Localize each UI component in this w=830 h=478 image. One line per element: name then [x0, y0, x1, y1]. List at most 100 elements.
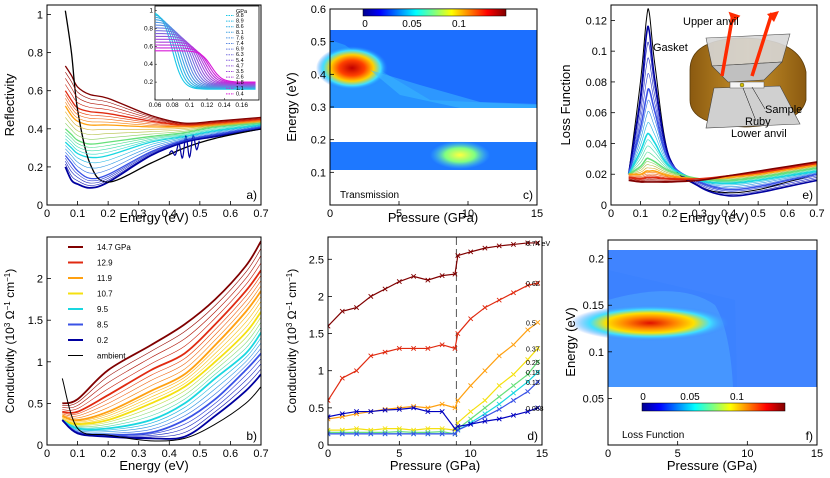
data-point-marker — [468, 409, 474, 415]
conductivity-curve — [61, 373, 261, 440]
x-tick-label: 0.2 — [100, 208, 115, 220]
conductivity-curve-interpolated — [62, 255, 261, 409]
data-point-marker — [411, 273, 417, 279]
legend-label: 12.9 — [97, 259, 113, 268]
y-tick-label: 0.02 — [586, 169, 607, 181]
data-point-marker — [411, 427, 417, 433]
data-point-marker — [382, 286, 388, 292]
panel-d-axes-frame — [327, 236, 543, 446]
panel-a-inset-curves — [155, 12, 256, 90]
reflectivity-curve — [64, 10, 261, 183]
x-tick-label: 10 — [462, 208, 474, 220]
panel-f-label: f) — [806, 429, 813, 443]
data-point-marker — [482, 418, 488, 424]
loss-function-curve — [627, 88, 817, 191]
data-point-marker — [439, 429, 445, 435]
data-point-marker — [525, 371, 531, 377]
panel-f-colorbar-ticks: 0 0.05 0.1 — [640, 392, 744, 403]
data-point-marker — [510, 290, 516, 296]
data-point-marker — [535, 405, 541, 411]
legend-label: ambient — [97, 352, 126, 361]
upper-anvil-tip-icon — [711, 61, 783, 83]
x-tick-label: 0.3 — [131, 208, 146, 220]
inset-x-tick-label: 0.08 — [166, 102, 179, 109]
panel-f-axes-frame — [607, 239, 818, 446]
reflectivity-curve — [64, 124, 261, 159]
y-tick-label: 1 — [37, 357, 43, 369]
loss-function-curve — [628, 164, 817, 180]
x-tick-label: 0.4 — [721, 208, 736, 220]
reflectivity-curve-interpolated — [65, 126, 261, 174]
reflectivity-curve-interpolated — [65, 124, 261, 155]
conductivity-curve-interpolated — [62, 337, 261, 432]
data-point-marker — [510, 412, 516, 418]
y-tick-label: 0 — [601, 200, 607, 212]
inset-legend-label: 3.5 — [236, 69, 244, 75]
data-point-marker — [482, 245, 488, 251]
panel-d-xlabel: Pressure (GPa) — [390, 458, 480, 473]
data-point-marker — [382, 407, 388, 413]
data-point-marker — [328, 416, 331, 422]
x-tick-label: 0.4 — [162, 208, 177, 220]
x-tick-label: 10 — [465, 448, 477, 460]
data-point-marker — [452, 345, 458, 351]
data-point-marker — [368, 427, 374, 433]
data-point-marker — [382, 426, 388, 432]
panel-e-ylabel: Loss Function — [558, 65, 573, 146]
panel-a-label: a) — [246, 188, 257, 202]
panel-b-label: b) — [246, 429, 257, 443]
reflectivity-curve-interpolated — [65, 122, 261, 140]
conductivity-curve — [61, 290, 261, 421]
data-point-marker — [535, 359, 541, 365]
data-point-marker — [439, 431, 445, 437]
inset-y-tick-label: 0.8 — [144, 25, 153, 32]
panel-f-ylabel: Energy (eV) — [563, 307, 578, 376]
panel-d-ylabel: Conductivity (103 Ω−1 cm−1) — [285, 269, 300, 413]
x-tick-label: 0.5 — [192, 208, 207, 220]
conductivity-curve-interpolated — [62, 262, 261, 411]
data-point-marker — [396, 429, 402, 435]
y-tick-label: 0 — [318, 440, 324, 452]
inset-x-tick-label: 0.16 — [235, 102, 248, 109]
legend-label: 8.5 — [97, 321, 109, 330]
data-point-marker — [468, 249, 474, 255]
sample-chamber-icon — [729, 81, 765, 89]
x-tick-label: 0.2 — [662, 208, 677, 220]
conductivity-curve-interpolated — [62, 316, 261, 426]
x-tick-label: 0 — [327, 208, 333, 220]
data-point-marker — [535, 240, 541, 246]
data-point-marker — [482, 368, 488, 374]
loss-function-curve — [628, 162, 817, 180]
panel-a-inset: 0.06 0.08 0.1 0.12 0.14 0.16 0.2 0.4 0.6 0.8 1 GP… — [144, 5, 260, 109]
conductivity-vs-pressure-line — [328, 381, 539, 435]
panel-e-plot-area — [627, 8, 817, 197]
panel-b-y-ticks: 0 0.5 1 1.5 2 — [28, 274, 51, 452]
panel-c-hot-spot — [316, 46, 388, 90]
x-tick-label: 0.1 — [70, 208, 85, 220]
reflectivity-curve — [64, 105, 261, 128]
data-point-marker — [525, 282, 531, 288]
conductivity-curve-interpolated — [62, 248, 261, 406]
inset-legend-label: 2.6 — [236, 75, 244, 81]
data-point-marker — [425, 426, 431, 432]
reflectivity-curve — [64, 90, 261, 126]
conductivity-vs-pressure-line — [328, 242, 538, 327]
reflectivity-curve-interpolated — [65, 111, 261, 131]
y-tick-label: 2 — [318, 291, 324, 303]
x-tick-label: 0 — [605, 448, 611, 460]
reflectivity-curve-interpolated — [65, 101, 261, 127]
legend-label: 9.5 — [97, 305, 109, 314]
data-point-marker — [468, 383, 474, 389]
data-point-marker — [368, 353, 374, 359]
conductivity-curve-interpolated — [62, 306, 261, 424]
data-point-marker — [439, 342, 445, 348]
data-point-marker — [496, 406, 502, 412]
panel-b-xlabel: Energy (eV) — [119, 458, 188, 473]
colorbar-tick-label: 0 — [362, 19, 368, 30]
loss-function-curve — [627, 25, 817, 197]
y-tick-label: 0.6 — [28, 86, 43, 98]
data-point-marker — [425, 431, 431, 437]
panel-d-label: d) — [527, 429, 538, 443]
data-point-marker — [468, 316, 474, 322]
x-tick-label: 0.6 — [780, 208, 795, 220]
